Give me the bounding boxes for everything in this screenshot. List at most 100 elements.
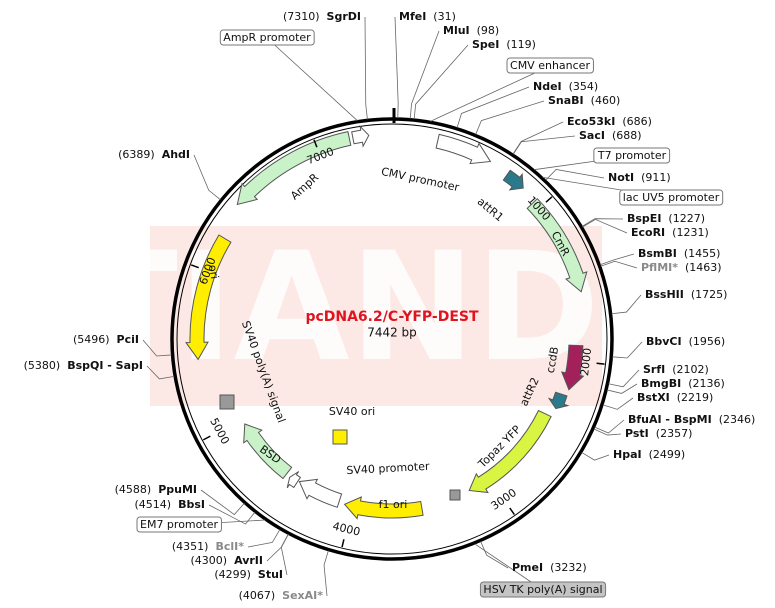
feature-box [332, 429, 348, 445]
map-title: pcDNA6.2/C-YFP-DEST [305, 309, 479, 325]
feature-box-label: HSV TK poly(A) signal [483, 583, 602, 596]
enzyme-name: MfeI [399, 10, 426, 23]
feature-label: f1 ori [379, 498, 408, 511]
enzyme-leader [545, 169, 605, 181]
enzyme-name: AhdI [162, 148, 190, 161]
enzyme-leader [208, 504, 256, 525]
box-leader [430, 65, 551, 122]
feature-arrow [502, 169, 524, 191]
enzyme-name: AvrII [234, 554, 263, 567]
enzyme-position: (1956) [689, 335, 726, 348]
enzyme-label: NotI (911) [608, 171, 671, 184]
enzyme-label: BsmBI (1455) [638, 247, 720, 260]
enzyme-label: PstI (2357) [625, 427, 692, 440]
enzyme-label: (6389) AhdI [118, 148, 190, 161]
enzyme-label: SnaBI (460) [548, 94, 620, 107]
enzyme-name: PpuMI [158, 483, 197, 496]
feature-box [449, 489, 461, 501]
enzyme-name: SpeI [472, 38, 499, 51]
enzyme-label: (5496) PciI [73, 333, 139, 346]
feature-label: ori [206, 264, 221, 280]
enzyme-name: BssHII [645, 288, 684, 301]
enzyme-position: (1725) [691, 288, 728, 301]
enzyme-name: BspQI - SapI [67, 359, 143, 372]
enzyme-position: (2102) [672, 363, 709, 376]
enzyme-position: (2499) [649, 448, 686, 461]
enzyme-label: (4351) BclI* [172, 540, 244, 553]
enzyme-name: EcoRI [631, 226, 665, 239]
promoter-arrow [351, 124, 370, 148]
enzyme-leader [146, 365, 175, 380]
enzyme-position: (1227) [668, 212, 705, 225]
feature-arrow [468, 409, 552, 494]
feature-arrow [343, 496, 424, 520]
enzyme-name: StuI [258, 568, 283, 581]
feature-box-frame [479, 581, 607, 598]
enzyme-label: MfeI (31) [399, 10, 456, 23]
feature-box-frame [136, 516, 222, 533]
feature-label: SV40 promoter [346, 460, 430, 477]
enzyme-leader [142, 339, 172, 357]
enzyme-position: (6389) [118, 148, 155, 161]
enzyme-name: SrfI [643, 363, 665, 376]
enzyme-name: BclI* [215, 540, 244, 553]
feature-arrow [547, 391, 570, 410]
tick-mark [190, 264, 199, 269]
enzyme-label: BspEI (1227) [627, 212, 705, 225]
enzyme-name: PmeI [512, 561, 543, 574]
enzyme-leader [612, 341, 643, 359]
enzyme-label: PflMI* (1463) [641, 261, 722, 274]
enzyme-leader [266, 533, 289, 562]
promoter-arrow [286, 471, 302, 489]
feature-box-label: EM7 promoter [140, 518, 218, 531]
enzyme-leader [606, 383, 638, 394]
enzyme-position: (1455) [684, 247, 721, 260]
feature-box-frame [219, 29, 315, 46]
enzyme-leader [247, 529, 281, 548]
enzyme-leader [475, 100, 545, 135]
enzyme-position: (7310) [283, 10, 320, 23]
tick-mark [509, 507, 515, 515]
feature-box-frame [619, 189, 724, 206]
enzyme-name: SacI [579, 129, 605, 142]
enzyme-name: MluI [443, 24, 470, 37]
watermark: TIANDZ [75, 221, 708, 395]
enzyme-label: Eco53kI (686) [567, 115, 652, 128]
enzyme-position: (2357) [656, 427, 693, 440]
enzyme-label: (4300) AvrII [191, 554, 263, 567]
enzyme-label: SacI (688) [579, 129, 642, 142]
tick-label: 5000 [207, 416, 232, 447]
enzyme-name: SgrDI [327, 10, 361, 23]
tick-label: 3000 [489, 486, 519, 513]
enzyme-leader [394, 16, 399, 119]
enzyme-leader [413, 44, 469, 120]
enzyme-leader [409, 30, 440, 119]
enzyme-leader [602, 397, 634, 410]
enzyme-leader [594, 419, 625, 434]
map-size: 7442 bp [367, 326, 417, 340]
enzyme-leader [582, 218, 628, 234]
enzyme-label: (4067) SexAI* [239, 589, 324, 602]
enzyme-name: NotI [608, 171, 634, 184]
enzyme-label: BssHII (1725) [645, 288, 727, 301]
enzyme-label: BstXI (2219) [637, 391, 713, 404]
feature-box [219, 394, 235, 410]
enzyme-label: (5380) BspQI - SapI [24, 359, 143, 372]
enzyme-name: BmgBI [641, 377, 681, 390]
enzyme-leader [193, 154, 221, 201]
backbone-inner [176, 123, 608, 555]
enzyme-position: (2136) [688, 377, 725, 390]
enzyme-leader [323, 550, 329, 597]
enzyme-label: MluI (98) [443, 24, 499, 37]
enzyme-position: (98) [477, 24, 500, 37]
enzyme-position: (5496) [73, 333, 110, 346]
feature-label: AmpR [288, 171, 321, 203]
tick-mark [341, 539, 345, 548]
feature-arrow [298, 478, 343, 508]
feature-arrow [526, 197, 588, 293]
enzyme-label: NdeI (354) [533, 80, 598, 93]
enzyme-name: SexAI* [282, 589, 323, 602]
feature-box-label: AmpR promoter [223, 31, 311, 44]
enzyme-position: (4514) [135, 498, 172, 511]
enzyme-leader [608, 369, 640, 388]
